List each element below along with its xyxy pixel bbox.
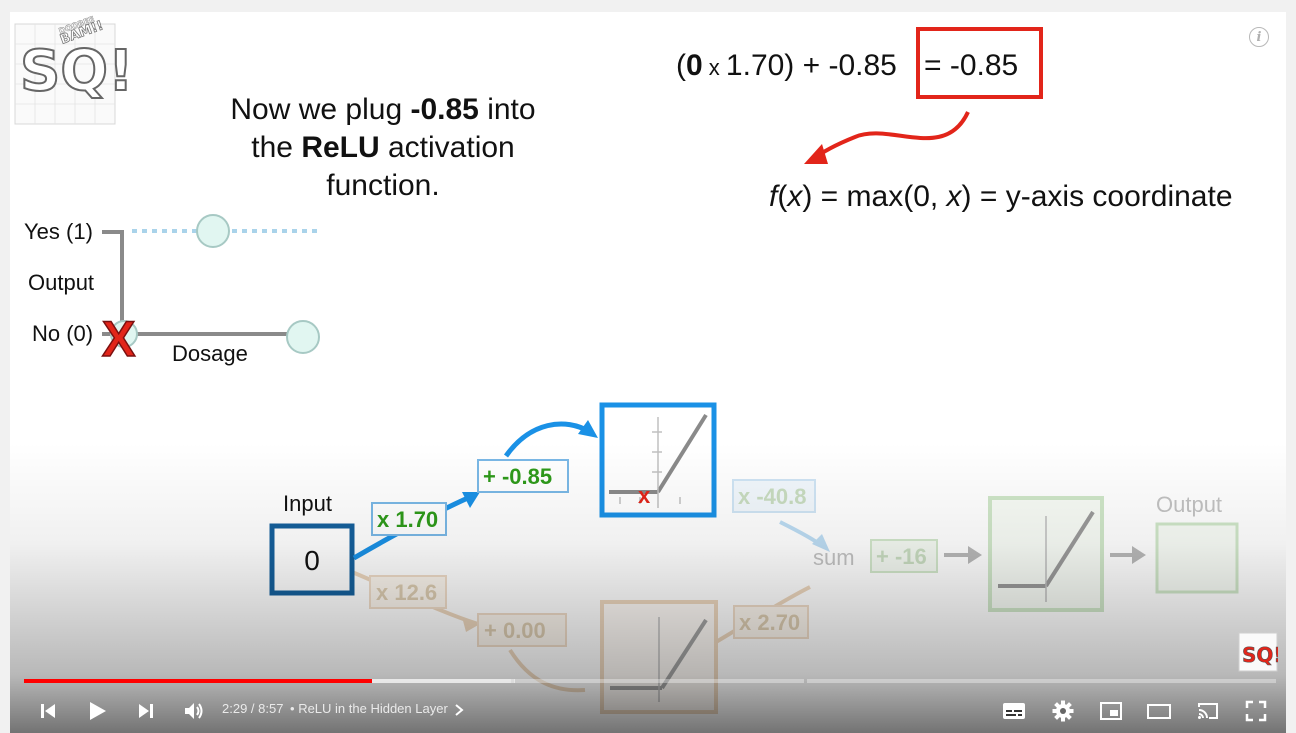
graph-yes-label: Yes (1) <box>24 219 93 244</box>
sum-label: sum <box>813 545 855 570</box>
subtitles-button[interactable] <box>994 688 1034 733</box>
miniplayer-button[interactable] <box>1091 688 1131 733</box>
relu-formula: f(x) = max(0, x) = y-axis coordinate <box>769 180 1233 213</box>
play-button[interactable] <box>77 688 117 733</box>
subtitles-icon <box>1003 702 1025 719</box>
time-separator: / <box>247 701 259 716</box>
equation-result: = -0.85 <box>924 49 1018 82</box>
fullscreen-button[interactable] <box>1236 688 1276 733</box>
chapter-segment-3[interactable] <box>514 679 804 683</box>
skip-previous-icon <box>41 703 55 718</box>
progress-played <box>24 679 372 683</box>
theater-icon <box>1147 703 1171 719</box>
chapter-title: ReLU in the Hidden Layer <box>298 701 448 716</box>
video-frame: SQ! BAM!! DOOBEE Now we plug -0.85 into … <box>14 14 1239 714</box>
channel-watermark[interactable]: SQ! <box>1238 632 1278 672</box>
mute-button[interactable] <box>174 688 214 733</box>
output-label: Output <box>1156 492 1222 517</box>
neural-network: x 12.6 + 0.00 x 2.70 x -40.8 sum <box>269 402 1239 714</box>
previous-button[interactable] <box>28 688 68 733</box>
top-path-active: Input 0 x 1.70 + -0.85 x <box>269 402 717 596</box>
graph-point-no <box>110 320 138 348</box>
settings-button[interactable] <box>1043 688 1083 733</box>
headline-line3: function. <box>326 169 439 202</box>
red-curved-arrow <box>804 111 970 164</box>
right-side-faded: x -40.8 sum + -16 Output <box>732 479 1239 612</box>
weight-top-1: x 1.70 <box>377 507 438 532</box>
graph-output-label: Output <box>28 270 94 295</box>
cast-button[interactable] <box>1188 688 1228 733</box>
relu-x-mark: x <box>638 483 651 508</box>
graph-point-yes <box>196 214 230 248</box>
input-value: 0 <box>304 545 320 576</box>
weight-bottom-2: x 2.70 <box>739 610 800 635</box>
chapter-button[interactable]: • ReLU in the Hidden Layer <box>290 688 464 733</box>
cast-icon <box>1198 702 1218 719</box>
chapter-bullet: • <box>290 701 295 716</box>
logo-text: SQ! <box>20 39 133 104</box>
headline-line2: the ReLU activation <box>251 131 514 164</box>
skip-next-icon <box>139 703 153 718</box>
bias-bottom-1: + 0.00 <box>484 618 546 643</box>
graph-no-label: No (0) <box>32 321 93 346</box>
weight-top-2: x -40.8 <box>738 484 807 509</box>
chevron-right-icon <box>455 703 464 716</box>
headline-line1: Now we plug -0.85 into <box>230 93 535 126</box>
equation-left: (0 x 1.70) + -0.85 <box>676 49 897 82</box>
chapter-segment-4[interactable] <box>807 679 1276 683</box>
video-player[interactable]: SQ! BAM!! DOOBEE Now we plug -0.85 into … <box>10 12 1286 733</box>
time-display: 2:29 / 8:57 <box>222 688 283 733</box>
graph-point-dosage <box>286 320 320 354</box>
weight-bottom-1: x 12.6 <box>376 580 437 605</box>
info-icon[interactable]: i <box>1249 27 1269 47</box>
slide-headline: Now we plug -0.85 into the ReLU activati… <box>230 93 535 202</box>
equation: (0 x 1.70) + -0.85 = -0.85 <box>676 27 1043 99</box>
fullscreen-icon <box>1245 700 1267 721</box>
player-controls: 2:29 / 8:57 • ReLU in the Hidden Layer <box>10 688 1286 733</box>
play-icon <box>90 701 106 720</box>
graph-x-mark: X <box>102 311 135 367</box>
theater-mode-button[interactable] <box>1139 688 1179 733</box>
progress-bar[interactable] <box>24 679 1276 683</box>
next-button[interactable] <box>126 688 166 733</box>
time-total: 8:57 <box>258 701 284 716</box>
time-current: 2:29 <box>222 701 248 716</box>
equation-result-box <box>916 27 1043 99</box>
watermark-text: SQ! <box>1242 643 1278 667</box>
graph-dosage-label: Dosage <box>172 341 248 366</box>
input-label: Input <box>283 491 332 516</box>
statquest-logo: SQ! BAM!! DOOBEE <box>14 14 134 125</box>
final-bias: + -16 <box>876 544 927 569</box>
gear-icon <box>1052 700 1074 721</box>
bias-top-1: + -0.85 <box>483 464 552 489</box>
volume-icon <box>185 702 203 719</box>
output-box <box>1155 522 1239 594</box>
miniplayer-icon <box>1100 701 1122 720</box>
dosage-graph: Yes (1) Output No (0) Dosage X <box>24 214 320 368</box>
